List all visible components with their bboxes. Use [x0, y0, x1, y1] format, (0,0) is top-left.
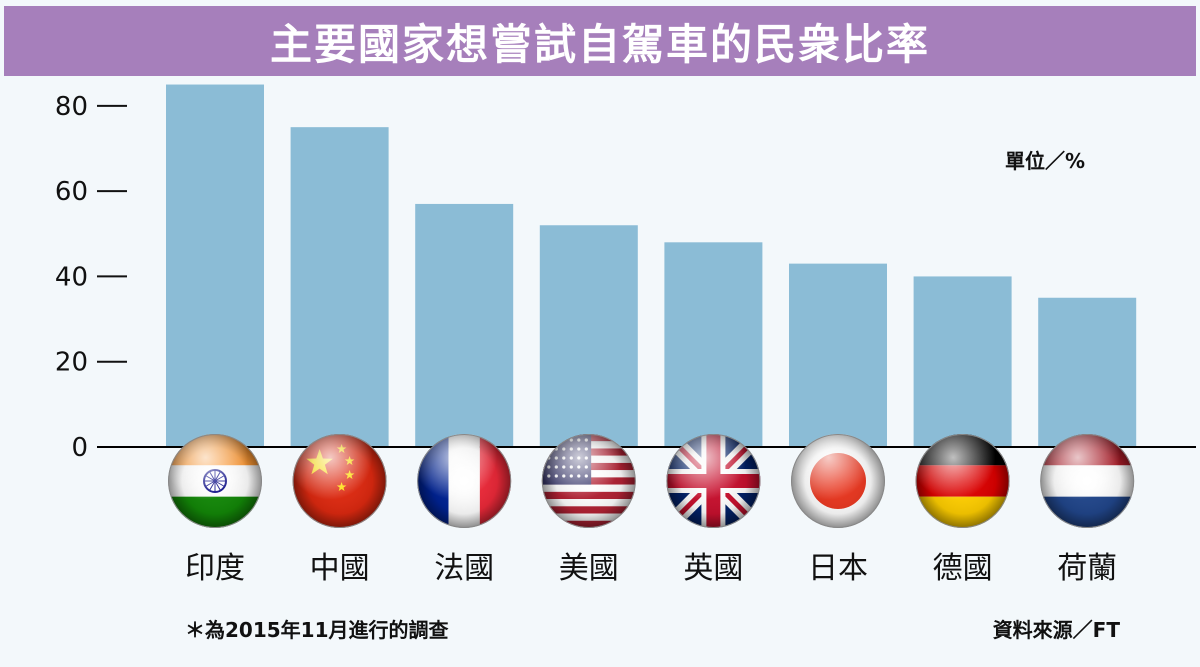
y-tick-label: 0	[71, 433, 88, 463]
flag-outline	[915, 434, 1010, 528]
chart-title: 主要國家想嘗試自駕車的民衆比率	[269, 19, 930, 69]
bar	[664, 242, 763, 447]
bar	[166, 84, 264, 447]
bar	[415, 203, 514, 447]
y-tick-label: 40	[55, 262, 88, 292]
x-tick-label: 日本	[808, 551, 868, 586]
chart-header: 主要國家想嘗試自駕車的民衆比率	[4, 6, 1196, 76]
unit-label: 單位／%	[1005, 149, 1086, 173]
bar	[789, 263, 887, 447]
source-label: 資料來源／FT	[992, 618, 1120, 642]
uk-flag-icon	[666, 434, 761, 528]
china-flag-icon	[292, 434, 387, 528]
flag-outline	[1040, 434, 1135, 528]
flag-outline	[168, 434, 262, 528]
flag-outline	[417, 434, 512, 528]
y-tick-label: 80	[55, 92, 88, 122]
x-labels-group: 印度 中國 法國 美國 英國 日本 德國 荷蘭	[185, 551, 1117, 586]
y-tick-label: 20	[55, 348, 88, 378]
x-tick-label: 英國	[683, 551, 743, 586]
x-tick-label: 中國	[310, 551, 370, 586]
flag-outline	[791, 434, 885, 528]
footnote: ＊為2015年11月進行的調查	[185, 618, 449, 642]
flag-outline	[666, 434, 761, 528]
germany-flag-icon	[915, 434, 1010, 528]
y-tick-label: 60	[55, 177, 88, 207]
bars-group	[166, 84, 1137, 447]
x-tick-label: 美國	[559, 551, 619, 586]
bar	[290, 127, 389, 447]
flags-group	[168, 434, 1135, 528]
flag-outline	[541, 434, 636, 528]
x-tick-label: 法國	[434, 551, 494, 586]
y-axis: 0 20 40 60 80	[55, 92, 127, 463]
bar	[913, 276, 1012, 447]
bar	[1038, 297, 1137, 447]
japan-flag-icon	[791, 434, 885, 528]
bar	[539, 225, 638, 447]
x-tick-label: 荷蘭	[1057, 551, 1117, 586]
usa-flag-icon	[541, 434, 636, 528]
x-tick-label: 印度	[185, 551, 245, 586]
x-tick-label: 德國	[933, 551, 993, 586]
flag-outline	[292, 434, 387, 528]
